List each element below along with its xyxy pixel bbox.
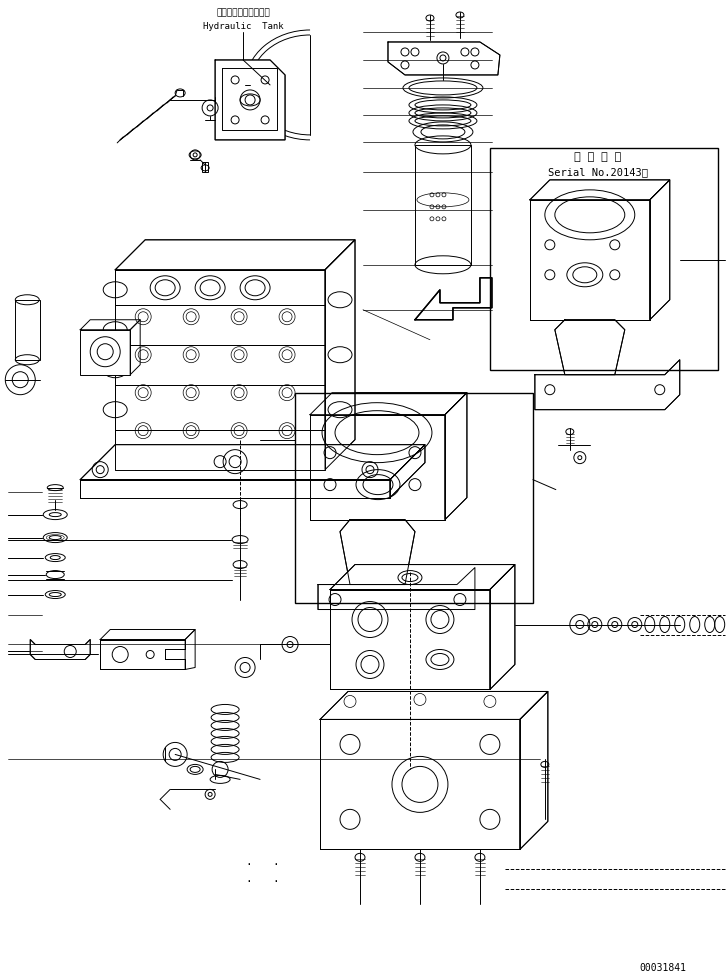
Polygon shape (520, 691, 548, 849)
Polygon shape (320, 691, 548, 719)
Polygon shape (115, 240, 355, 269)
Polygon shape (80, 479, 390, 498)
Polygon shape (310, 415, 445, 519)
Polygon shape (650, 180, 670, 320)
Text: ハイドロリックタンク: ハイドロリックタンク (216, 8, 270, 17)
Polygon shape (530, 200, 650, 320)
Text: Hydraulic  Tank: Hydraulic Tank (203, 22, 283, 31)
Bar (490, 148, 718, 370)
Polygon shape (80, 445, 425, 479)
Polygon shape (490, 564, 515, 689)
Polygon shape (115, 269, 325, 305)
Polygon shape (388, 42, 500, 75)
Text: 00031841: 00031841 (640, 963, 686, 973)
Polygon shape (30, 639, 90, 660)
Polygon shape (535, 360, 680, 410)
Polygon shape (340, 519, 415, 585)
Polygon shape (115, 305, 325, 345)
Polygon shape (445, 392, 467, 519)
Text: .   .: . . (246, 874, 280, 884)
Bar (415, 144, 471, 264)
Bar (15, 300, 40, 360)
Bar (80, 330, 130, 375)
Polygon shape (330, 564, 515, 590)
Polygon shape (415, 278, 492, 320)
Polygon shape (310, 392, 467, 415)
Polygon shape (330, 590, 490, 689)
Polygon shape (530, 180, 670, 200)
Polygon shape (115, 345, 325, 385)
Text: Serial No.20143～: Serial No.20143～ (548, 167, 648, 177)
Polygon shape (390, 445, 425, 498)
Text: 適 用 号 機: 適 用 号 機 (574, 152, 621, 162)
Polygon shape (115, 429, 325, 469)
Text: .   .: . . (246, 857, 280, 868)
Polygon shape (100, 639, 185, 670)
Polygon shape (318, 568, 475, 610)
Polygon shape (215, 60, 285, 140)
Polygon shape (320, 719, 520, 849)
Polygon shape (555, 320, 625, 375)
Polygon shape (115, 385, 325, 429)
Bar (295, 392, 533, 602)
Bar (202, 162, 208, 172)
Polygon shape (325, 240, 355, 469)
